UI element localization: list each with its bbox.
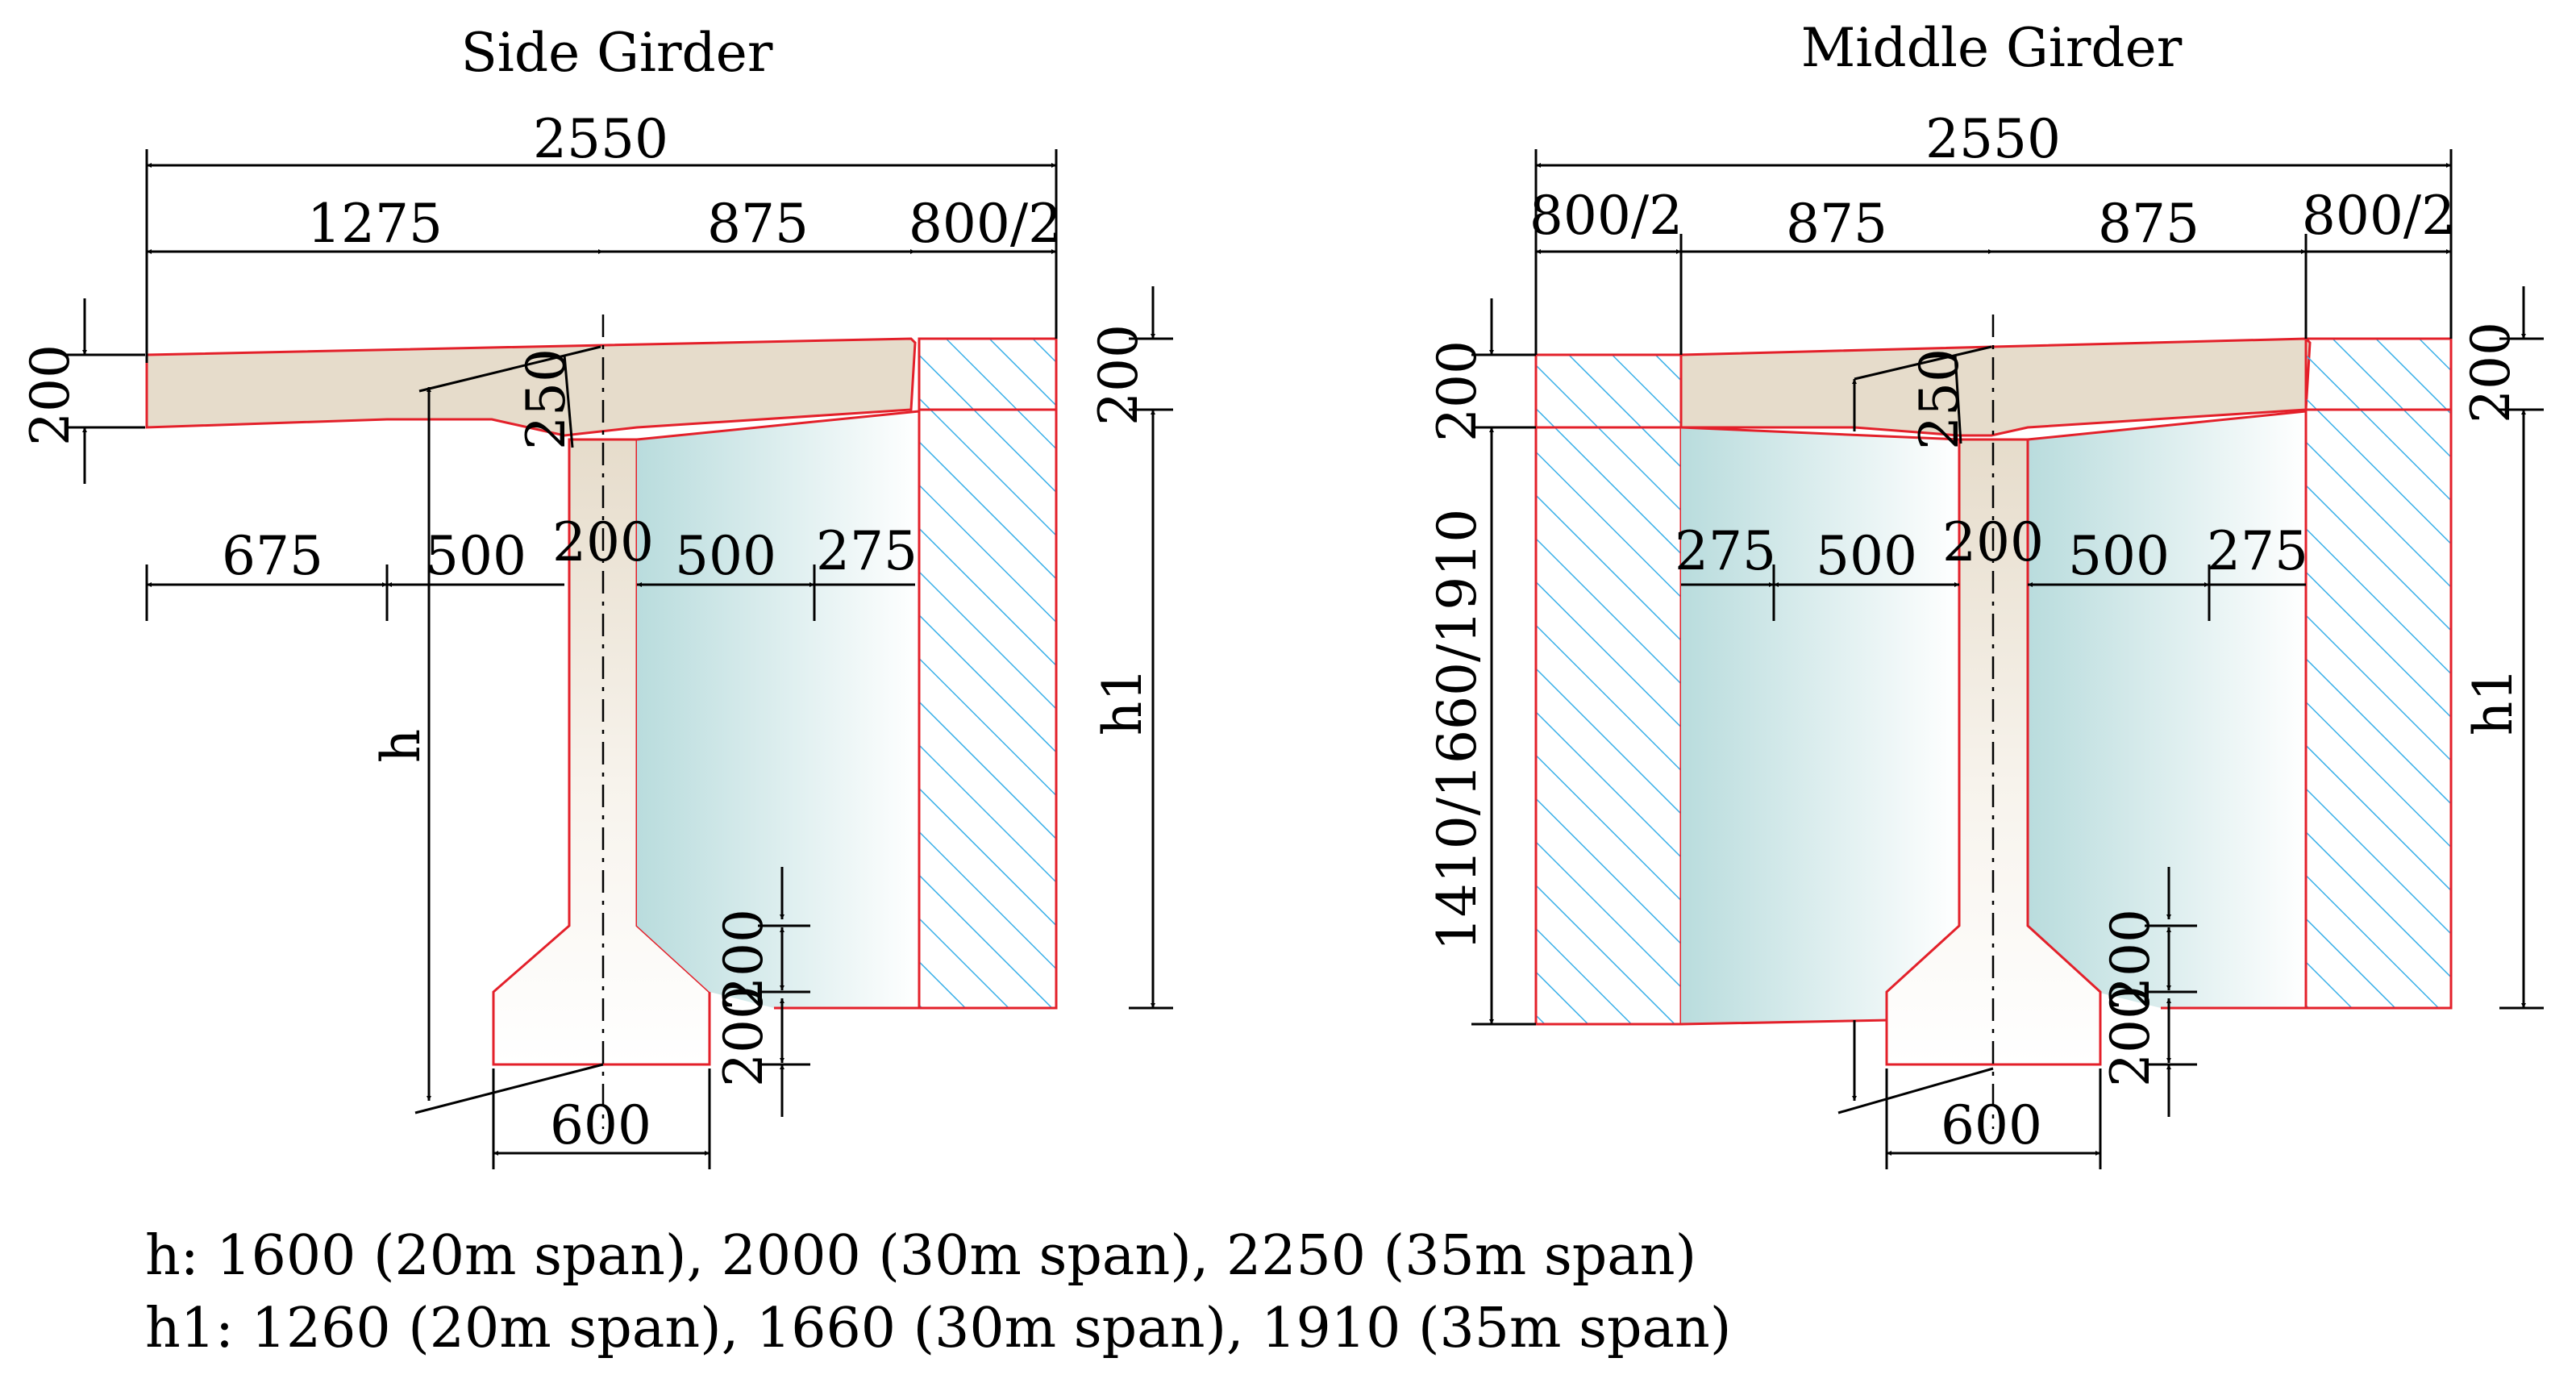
middle-dim-800-2-right: 800/2 <box>2302 185 2455 247</box>
side-dim-875: 875 <box>707 193 809 255</box>
middle-dim-275-right: 275 <box>2207 520 2308 582</box>
side-dim-800-2: 800/2 <box>909 193 1062 255</box>
side-dim-flange-200-right: 200 <box>1088 324 1150 426</box>
middle-dim-web-200: 200 <box>1942 511 2044 573</box>
note-h: h: 1600 (20m span), 2000 (30m span), 225… <box>145 1224 1696 1288</box>
side-dim-500b: 500 <box>675 525 776 587</box>
middle-wet-joint-left <box>1534 353 1683 1026</box>
middle-girder-title: Middle Girder <box>1801 17 2183 79</box>
side-dim-total: 2550 <box>533 108 668 170</box>
side-dim-275: 275 <box>816 520 918 582</box>
middle-dim-total: 2550 <box>1925 108 2061 170</box>
side-dim-h1: h1 <box>1092 668 1154 736</box>
side-dim-web-200: 200 <box>552 511 654 573</box>
middle-dim-875-right: 875 <box>2098 193 2199 255</box>
middle-girder: Middle Girder 2550 800/2 875 875 800/2 <box>1426 17 2544 1169</box>
middle-dim-bulb-200b: 200 <box>2100 985 2162 1087</box>
middle-dim-h1: h1 <box>2462 668 2524 736</box>
note-h1: h1: 1260 (20m span), 1660 (30m span), 19… <box>145 1297 1731 1360</box>
side-dim-h: h <box>370 729 432 764</box>
side-dim-500a: 500 <box>425 525 526 587</box>
middle-dim-500-right: 500 <box>2068 525 2170 587</box>
side-dim-flange-200: 200 <box>19 344 81 446</box>
middle-dim-275-left: 275 <box>1675 520 1776 582</box>
middle-dim-flange-200-right: 200 <box>2460 322 2522 423</box>
side-dim-1275: 1275 <box>307 193 443 255</box>
side-dim-bulb-200b: 200 <box>713 985 775 1087</box>
middle-dim-bottom-600: 600 <box>1941 1094 2042 1156</box>
side-infill <box>637 411 919 1008</box>
middle-dim-flange-200: 200 <box>1426 340 1488 442</box>
side-top-flange <box>145 337 917 437</box>
side-girder: Side Girder 2550 1275 875 800/2 200 <box>19 22 1173 1169</box>
side-dim-675: 675 <box>222 525 323 587</box>
middle-dim-height-left: 1410/1660/1910 <box>1426 509 1488 951</box>
middle-dim-500-left: 500 <box>1816 525 1917 587</box>
middle-dim-bulb-200a: 200 <box>2100 909 2162 1010</box>
side-dim-bulb-200a: 200 <box>713 909 775 1010</box>
middle-infill-left <box>1681 427 1959 1024</box>
middle-dim-875-left: 875 <box>1786 193 1887 255</box>
middle-dim-haunch-250: 250 <box>1908 348 1970 450</box>
side-wet-joint <box>918 337 1058 1010</box>
side-girder-title: Side Girder <box>461 22 773 84</box>
middle-dim-800-2-left: 800/2 <box>1529 185 1683 247</box>
side-dim-bottom-600: 600 <box>550 1094 651 1156</box>
middle-infill-right <box>2028 411 2306 1008</box>
middle-wet-joint-right <box>2304 337 2453 1010</box>
side-dim-haunch-250: 250 <box>515 348 577 450</box>
